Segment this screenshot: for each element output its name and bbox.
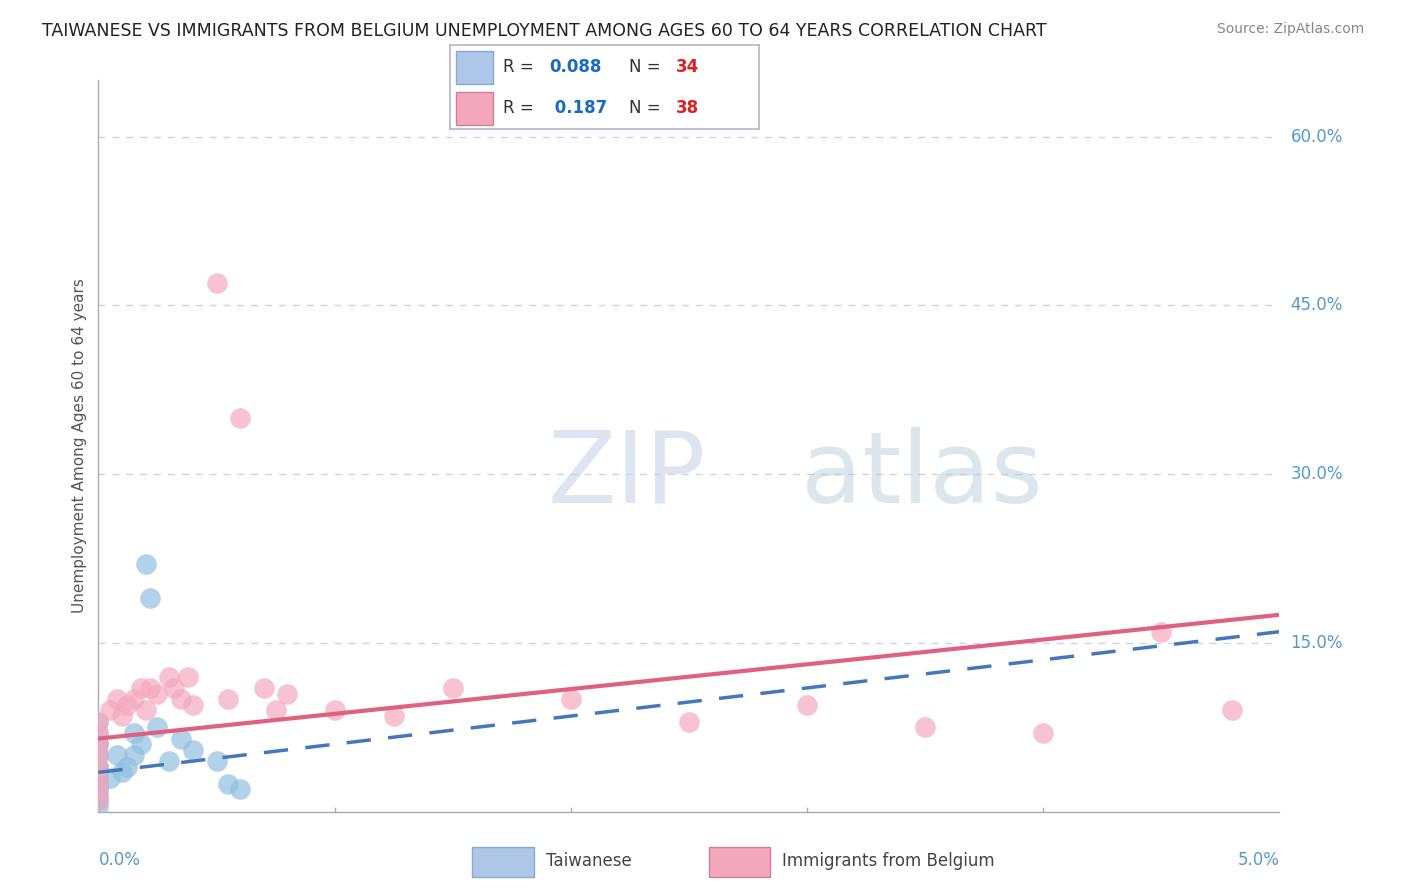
Point xyxy=(87,793,110,807)
Point xyxy=(139,681,162,695)
Text: R =: R = xyxy=(502,59,538,77)
Point xyxy=(122,692,145,706)
Point xyxy=(253,681,276,695)
Point xyxy=(87,737,110,751)
Point xyxy=(796,698,818,712)
FancyBboxPatch shape xyxy=(456,51,494,84)
Text: 38: 38 xyxy=(676,99,699,117)
Point xyxy=(87,782,110,797)
Point xyxy=(678,714,700,729)
Point xyxy=(105,692,128,706)
Point xyxy=(122,726,145,740)
Point xyxy=(105,748,128,763)
Text: 0.187: 0.187 xyxy=(548,99,607,117)
Point xyxy=(87,726,110,740)
Point xyxy=(87,714,110,729)
Text: N =: N = xyxy=(630,59,666,77)
Text: 30.0%: 30.0% xyxy=(1291,465,1343,483)
Point xyxy=(87,737,110,751)
FancyBboxPatch shape xyxy=(456,92,494,125)
Point xyxy=(264,703,287,717)
Point xyxy=(205,276,228,290)
Point xyxy=(157,754,180,768)
Point xyxy=(157,670,180,684)
Point xyxy=(177,670,200,684)
Point xyxy=(115,760,138,774)
Point xyxy=(441,681,464,695)
Point xyxy=(87,726,110,740)
Point xyxy=(87,793,110,807)
Point xyxy=(1032,726,1054,740)
Point xyxy=(98,703,121,717)
Point xyxy=(111,765,134,780)
Point xyxy=(382,709,405,723)
Point xyxy=(111,709,134,723)
Point xyxy=(87,776,110,790)
FancyBboxPatch shape xyxy=(472,847,534,877)
Point xyxy=(205,754,228,768)
Point xyxy=(87,793,110,807)
Text: 0.0%: 0.0% xyxy=(98,851,141,869)
Point xyxy=(87,771,110,785)
Text: 5.0%: 5.0% xyxy=(1237,851,1279,869)
Point xyxy=(115,698,138,712)
Text: R =: R = xyxy=(502,99,538,117)
Point xyxy=(1150,624,1173,639)
Text: N =: N = xyxy=(630,99,666,117)
Point xyxy=(323,703,346,717)
Point xyxy=(87,760,110,774)
Point xyxy=(87,782,110,797)
Point xyxy=(217,692,239,706)
Text: Immigrants from Belgium: Immigrants from Belgium xyxy=(782,852,994,870)
Point xyxy=(181,743,204,757)
FancyBboxPatch shape xyxy=(709,847,770,877)
Point xyxy=(170,731,193,746)
Point xyxy=(163,681,186,695)
Point xyxy=(129,737,152,751)
Point xyxy=(87,714,110,729)
Point xyxy=(98,771,121,785)
Point xyxy=(87,788,110,802)
Point xyxy=(87,748,110,763)
Point xyxy=(129,681,152,695)
Point xyxy=(146,687,169,701)
Point xyxy=(87,771,110,785)
Point xyxy=(87,737,110,751)
Point xyxy=(87,760,110,774)
Point xyxy=(181,698,204,712)
Point xyxy=(122,748,145,763)
Text: 15.0%: 15.0% xyxy=(1291,634,1343,652)
Point xyxy=(229,410,252,425)
Point xyxy=(87,765,110,780)
Point xyxy=(135,703,157,717)
Text: 34: 34 xyxy=(676,59,699,77)
Point xyxy=(87,771,110,785)
Point xyxy=(276,687,298,701)
Text: Taiwanese: Taiwanese xyxy=(546,852,631,870)
Point xyxy=(87,782,110,797)
Point xyxy=(170,692,193,706)
Point xyxy=(146,720,169,734)
Text: atlas: atlas xyxy=(801,426,1043,524)
Text: 0.088: 0.088 xyxy=(548,59,602,77)
Point xyxy=(87,760,110,774)
Point xyxy=(1220,703,1243,717)
Point xyxy=(229,782,252,797)
Point xyxy=(217,776,239,790)
Text: 60.0%: 60.0% xyxy=(1291,128,1343,145)
Point xyxy=(560,692,582,706)
Point xyxy=(139,591,162,605)
Text: ZIP: ZIP xyxy=(547,426,706,524)
Text: TAIWANESE VS IMMIGRANTS FROM BELGIUM UNEMPLOYMENT AMONG AGES 60 TO 64 YEARS CORR: TAIWANESE VS IMMIGRANTS FROM BELGIUM UNE… xyxy=(42,22,1047,40)
Text: 45.0%: 45.0% xyxy=(1291,296,1343,314)
Text: Source: ZipAtlas.com: Source: ZipAtlas.com xyxy=(1216,22,1364,37)
Point xyxy=(87,799,110,814)
Y-axis label: Unemployment Among Ages 60 to 64 years: Unemployment Among Ages 60 to 64 years xyxy=(72,278,87,614)
Point xyxy=(87,748,110,763)
Point xyxy=(135,557,157,571)
Point xyxy=(914,720,936,734)
Point xyxy=(87,748,110,763)
